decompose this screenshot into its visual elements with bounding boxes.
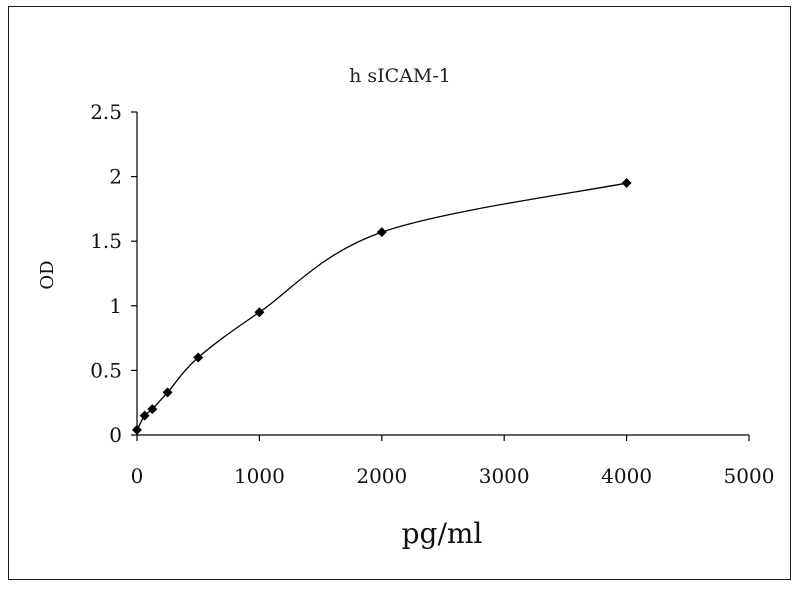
x-tick-label: 3000 <box>479 464 530 488</box>
data-point-marker <box>132 424 142 435</box>
data-point-marker <box>162 387 173 398</box>
data-point-marker <box>139 410 150 421</box>
series <box>132 178 632 435</box>
y-tick-label: 0 <box>109 423 122 447</box>
data-point-marker <box>193 352 204 363</box>
x-tick-label: 1000 <box>234 464 285 488</box>
data-point-marker <box>621 178 632 189</box>
y-tick-label: 2.5 <box>90 100 122 124</box>
data-point-marker <box>376 227 387 238</box>
data-point-marker <box>147 404 158 415</box>
series-line <box>136 182 627 431</box>
x-tick-label: 0 <box>131 464 144 488</box>
x-tick-label: 2000 <box>356 464 407 488</box>
x-tick-label: 4000 <box>601 464 652 488</box>
y-tick-label: 0.5 <box>90 358 122 382</box>
ticks: 0 0.5 1 1.5 2 2.5 0 1000 2000 3000 4000 5000 <box>90 100 774 488</box>
y-axis-label: OD <box>37 260 58 289</box>
y-tick-label: 2 <box>109 165 122 189</box>
y-tick-label: 1 <box>109 294 122 318</box>
data-point-marker <box>254 307 265 318</box>
axes <box>136 112 749 436</box>
x-tick-label: 5000 <box>724 464 775 488</box>
chart-frame <box>8 6 791 580</box>
chart-title: h sICAM-1 <box>349 65 451 87</box>
y-tick-label: 1.5 <box>90 229 122 253</box>
x-axis-label: pg/ml <box>402 517 483 550</box>
